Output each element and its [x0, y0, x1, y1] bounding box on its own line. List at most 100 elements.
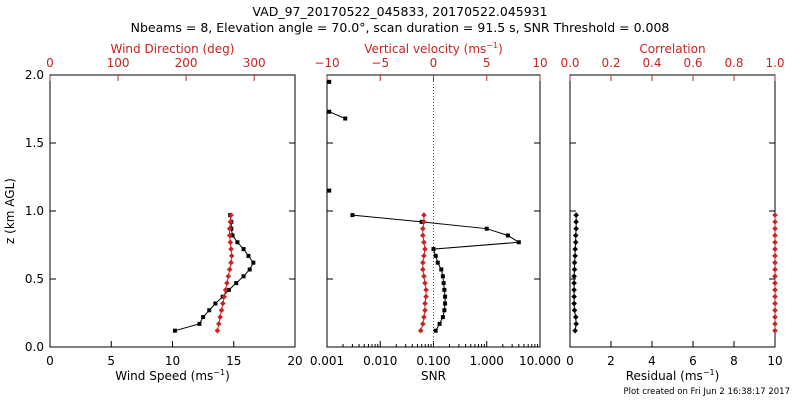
- data-point: [571, 280, 577, 286]
- data-point: [247, 267, 252, 272]
- data-point: [442, 287, 447, 292]
- y-tick-label: 0.0: [25, 340, 44, 354]
- data-point: [235, 240, 240, 245]
- data-point: [350, 213, 355, 218]
- panel-1-frame: [49, 74, 296, 348]
- data-point: [439, 267, 444, 272]
- data-point: [422, 246, 428, 252]
- data-point: [572, 327, 578, 334]
- data-point: [420, 225, 426, 232]
- top-tick-label: −5: [371, 56, 389, 70]
- data-point: [218, 307, 225, 314]
- data-point: [442, 308, 447, 313]
- bottom-tick-label: 4: [648, 354, 656, 368]
- data-point: [572, 253, 578, 259]
- data-point: [228, 212, 234, 218]
- data-point: [572, 232, 579, 239]
- data-point: [772, 246, 778, 252]
- data-point: [435, 260, 440, 265]
- data-point: [230, 233, 235, 238]
- data-point: [421, 212, 427, 218]
- bottom-tick-label: 0: [566, 354, 574, 368]
- data-point: [215, 321, 222, 327]
- bottom-tick-label: 6: [689, 354, 697, 368]
- data-point: [571, 307, 578, 314]
- plot-timestamp: Plot created on Fri Jun 2 16:38:17 2017: [623, 387, 790, 397]
- series-line: [216, 215, 233, 331]
- bottom-tick-label: 10: [165, 354, 180, 368]
- data-point: [572, 239, 579, 246]
- data-point: [197, 321, 202, 326]
- bottom-tick-label: 10.000: [519, 354, 561, 368]
- bottom-tick-label: 0: [46, 354, 54, 368]
- data-point: [420, 266, 426, 273]
- data-point: [172, 328, 177, 333]
- data-point: [772, 307, 778, 314]
- top-tick-label: 300: [243, 56, 266, 70]
- data-point: [772, 314, 778, 320]
- data-point: [226, 232, 233, 239]
- data-point: [420, 259, 426, 266]
- top-tick-label: 0.8: [724, 56, 743, 70]
- data-point: [214, 327, 221, 334]
- data-point: [422, 280, 428, 286]
- bottom-tick-label: 10: [767, 354, 782, 368]
- y-tick-label: 1.0: [25, 204, 44, 218]
- data-point: [241, 247, 246, 252]
- data-point: [505, 233, 510, 238]
- bottom-tick-label: 15: [226, 354, 241, 368]
- bottom-tick-label: 2: [607, 354, 615, 368]
- bottom-axis-label: Wind Speed (ms−1): [115, 368, 230, 383]
- data-point: [226, 225, 233, 232]
- y-tick-label: 0.5: [25, 272, 44, 286]
- data-point: [201, 315, 206, 320]
- data-point: [772, 266, 778, 273]
- data-point: [772, 239, 778, 246]
- top-axis-label: Correlation: [639, 42, 705, 56]
- data-point: [251, 260, 256, 265]
- data-point: [772, 232, 778, 239]
- data-point: [772, 273, 778, 280]
- data-point: [227, 239, 234, 246]
- top-tick-label: 200: [175, 56, 198, 70]
- bottom-axis-label: SNR: [421, 369, 446, 383]
- data-point: [573, 219, 579, 225]
- data-point: [772, 293, 778, 300]
- data-point: [228, 253, 235, 259]
- data-point: [772, 287, 778, 293]
- series-line: [329, 111, 346, 119]
- bottom-axis-label: Residual (ms−1): [626, 368, 720, 383]
- data-point: [573, 212, 579, 218]
- data-point: [437, 321, 442, 326]
- data-point: [772, 327, 778, 334]
- data-point: [772, 321, 778, 327]
- data-point: [772, 225, 778, 232]
- data-point: [440, 315, 445, 320]
- data-point: [221, 293, 228, 300]
- data-point: [571, 293, 577, 300]
- data-point: [571, 287, 577, 293]
- data-point: [422, 307, 428, 314]
- data-point: [327, 188, 332, 193]
- data-point: [421, 314, 427, 320]
- data-point: [420, 321, 426, 327]
- data-point: [571, 300, 577, 307]
- data-point: [772, 212, 778, 218]
- data-point: [573, 321, 579, 327]
- data-point: [227, 219, 234, 225]
- data-point: [228, 259, 234, 266]
- data-point: [572, 314, 579, 320]
- bottom-tick-label: 0.100: [416, 354, 450, 368]
- data-point: [241, 274, 246, 279]
- data-point: [573, 225, 579, 232]
- data-point: [234, 281, 239, 286]
- data-point: [423, 293, 429, 300]
- data-point: [327, 109, 332, 114]
- bottom-tick-label: 8: [730, 354, 738, 368]
- top-tick-label: 0: [430, 56, 438, 70]
- data-point: [226, 287, 231, 292]
- data-point: [484, 226, 489, 231]
- data-point: [421, 253, 427, 259]
- data-point: [571, 266, 578, 273]
